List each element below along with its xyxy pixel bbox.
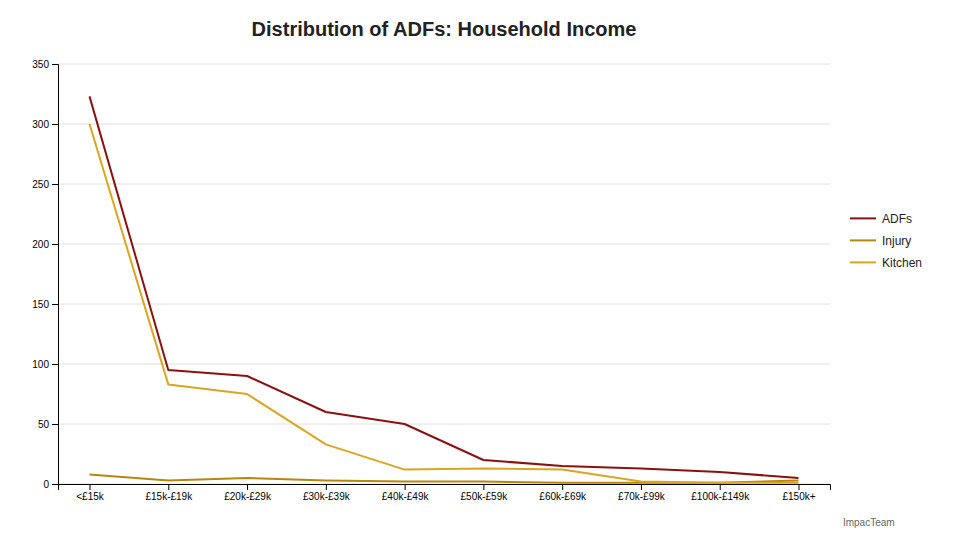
y-tick-mark (52, 484, 58, 485)
x-tick-label: £20k-£29k (224, 491, 272, 502)
y-tick: 50 (38, 419, 58, 430)
lines (90, 96, 799, 482)
annotation: ImpacTeam (843, 517, 895, 528)
y-tick: 200 (32, 239, 58, 250)
y-tick-mark (52, 304, 58, 305)
x-tick-mark (720, 484, 721, 490)
series-line (90, 96, 799, 478)
x-tick-mark (168, 484, 169, 490)
y-tick-label: 100 (32, 359, 49, 370)
legend-swatch (850, 239, 876, 241)
x-tick: <£15k (76, 484, 105, 502)
x-tick: £50k-£59k (461, 484, 509, 502)
x-tick-label: £15k-£19k (145, 491, 193, 502)
legend-swatch (850, 217, 876, 219)
x-tick: £60k-£69k (539, 484, 587, 502)
x-tick: £70k-£99k (618, 484, 666, 502)
grid-line (58, 364, 830, 365)
y-tick-mark (52, 424, 58, 425)
legend-item: ADFs (850, 212, 912, 226)
x-tick-mark (483, 484, 484, 490)
legend-swatch (850, 261, 876, 263)
title: Distribution of ADFs: Household Income (252, 18, 637, 40)
y-tick-label: 300 (32, 119, 49, 130)
grid-line (58, 424, 830, 425)
y-tick-mark (52, 364, 58, 365)
legend-label: Injury (882, 234, 911, 248)
x-tick-label: <£15k (76, 491, 105, 502)
x-tick-mark (562, 484, 563, 490)
x-tick-label: £60k-£69k (539, 491, 587, 502)
x-tick-label: £30k-£39k (303, 491, 351, 502)
x-tick: £150k+ (782, 484, 815, 502)
x-tick-mark (641, 484, 642, 490)
y-tick-mark (52, 64, 58, 65)
x-tick-label: £100k-£149k (691, 491, 750, 502)
grid-line (58, 64, 830, 65)
y-tick: 300 (32, 119, 58, 130)
y-axis-line (52, 65, 59, 485)
y-tick-label: 350 (32, 59, 49, 70)
x-tick-mark (90, 484, 91, 490)
x-tick-mark (405, 484, 406, 490)
x-tick: £20k-£29k (224, 484, 272, 502)
x-tick-mark (326, 484, 327, 490)
x-axis-line (59, 485, 831, 491)
x-tick: £30k-£39k (303, 484, 351, 502)
y-tick: 0 (43, 479, 58, 490)
grid-line (58, 124, 830, 125)
grid (58, 64, 830, 484)
x-tick-label: £70k-£99k (618, 491, 666, 502)
x-tick: £100k-£149k (691, 484, 750, 502)
y-tick-label: 200 (32, 239, 49, 250)
x-tick-mark (798, 484, 799, 490)
x-tick-label: £50k-£59k (461, 491, 509, 502)
y-tick: 350 (32, 59, 58, 70)
y-tick-label: 0 (43, 479, 49, 490)
y-tick-label: 250 (32, 179, 49, 190)
legend-label: ADFs (882, 212, 912, 226)
y-tick: 250 (32, 179, 58, 190)
legend: ADFs Injury Kitchen (850, 212, 922, 270)
plot-area: <£15k £15k-£19k £20k-£29k £30k-£39k £40k-£49… (32, 59, 922, 502)
legend-item: Kitchen (850, 256, 922, 270)
y-tick-mark (52, 244, 58, 245)
x-tick-mark (247, 484, 248, 490)
grid-line (58, 184, 830, 185)
y-tick-label: 50 (38, 419, 50, 430)
chart: Distribution of ADFs: Household Income <£… (0, 0, 960, 540)
y-axis: 0 50 100 150 200 250 300 350 (32, 59, 58, 490)
y-tick-mark (52, 184, 58, 185)
x-tick: £40k-£49k (382, 484, 430, 502)
y-tick: 150 (32, 299, 58, 310)
series-line (90, 124, 799, 483)
y-tick-mark (52, 124, 58, 125)
legend-label: Kitchen (882, 256, 922, 270)
x-tick-label: £150k+ (782, 491, 815, 502)
grid-line (58, 304, 830, 305)
x-tick: £15k-£19k (145, 484, 193, 502)
x-axis: <£15k £15k-£19k £20k-£29k £30k-£39k £40k-£49… (59, 484, 831, 502)
y-tick-label: 150 (32, 299, 49, 310)
x-tick-label: £40k-£49k (382, 491, 430, 502)
y-tick: 100 (32, 359, 58, 370)
legend-item: Injury (850, 234, 911, 248)
grid-line (58, 244, 830, 245)
